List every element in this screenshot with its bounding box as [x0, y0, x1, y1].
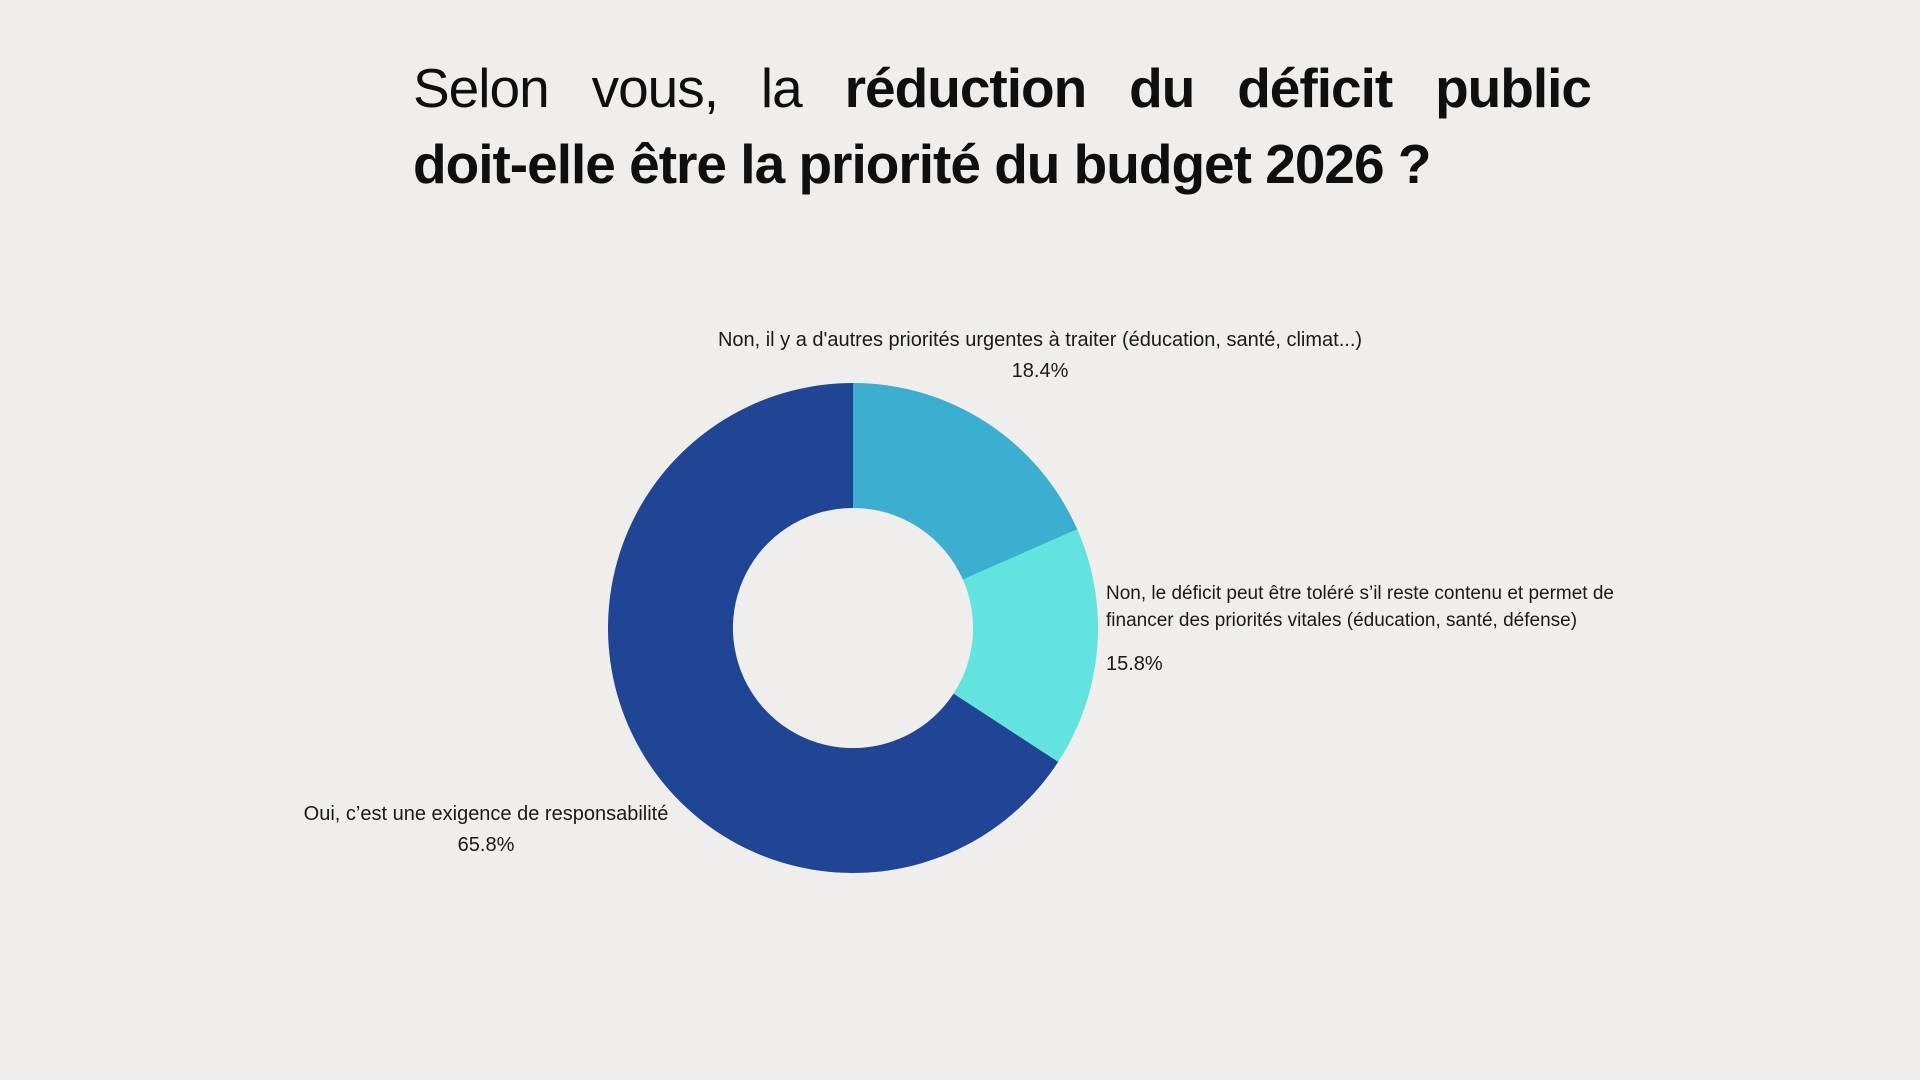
title-prefix-regular: Selon vous, la — [413, 57, 803, 119]
title-line1-bold: réduction du déficit public — [844, 57, 1592, 119]
slice-label-right: Non, le déficit peut être toléré s’il re… — [1106, 580, 1614, 634]
label-text-line: Non, le déficit peut être toléré s’il re… — [1106, 583, 1614, 604]
label-text-line: Oui, c’est une exigence de responsabilit… — [303, 803, 669, 825]
slice-value-bottom-left: 65.8% — [457, 834, 515, 856]
poll-question-title: Selon vous, la réduction du déficit publ… — [413, 50, 1592, 202]
slice-value-top: 18.4% — [1011, 360, 1069, 382]
title-line-1: Selon vous, la réduction du déficit publ… — [413, 50, 1592, 126]
label-text-line: Non, il y a d'autres priorités urgentes … — [717, 329, 1363, 351]
slice-callout-top: Non, il y a d'autres priorités urgentes … — [640, 326, 1440, 385]
slice-label-top: Non, il y a d'autres priorités urgentes … — [640, 326, 1440, 354]
slice-value-right: 15.8% — [1106, 653, 1163, 675]
slice-callout-bottom-left: Oui, c’est une exigence de responsabilit… — [236, 800, 736, 859]
title-line-2: doit-elle être la priorité du budget 202… — [413, 133, 1431, 195]
label-text-line: financer des priorités vitales (éducatio… — [1106, 610, 1578, 631]
slice-callout-right: Non, le déficit peut être toléré s’il re… — [1106, 580, 1614, 678]
slice-label-bottom-left: Oui, c’est une exigence de responsabilit… — [236, 800, 736, 828]
